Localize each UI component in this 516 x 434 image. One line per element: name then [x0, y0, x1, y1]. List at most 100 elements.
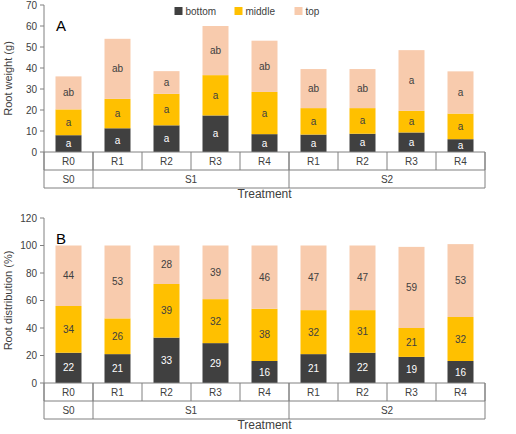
data-label: a [115, 135, 121, 146]
bar-segment [154, 246, 180, 285]
group-divider [44, 152, 45, 188]
group-label: S2 [381, 405, 394, 416]
bar-segment [301, 246, 327, 311]
group-divider [485, 383, 486, 419]
table-line [44, 170, 485, 171]
bar-segment [56, 306, 82, 353]
bar-segment [399, 111, 425, 133]
x-axis-label: Treatment [237, 187, 292, 201]
bar-segment [301, 354, 327, 383]
category-divider [436, 152, 437, 170]
data-label: a [164, 133, 170, 144]
x-tick-label: R4 [454, 156, 467, 167]
data-label: a [458, 87, 464, 98]
y-tick-label: 30 [26, 84, 38, 95]
group-label: S0 [62, 174, 75, 185]
bar-segment [301, 310, 327, 354]
group-divider [485, 152, 486, 188]
figure: 010203040506070Root weight (g)aaaaaaaaaa… [0, 0, 516, 434]
y-tick [40, 300, 44, 301]
bar-segment [252, 309, 278, 361]
data-label: 21 [308, 363, 320, 374]
y-tick [40, 5, 44, 6]
category-divider [142, 383, 143, 401]
group-label: S2 [381, 174, 394, 185]
data-label: a [213, 128, 219, 139]
y-tick-label: 20 [26, 105, 38, 116]
category-divider [338, 152, 339, 170]
table-line [44, 401, 485, 402]
data-label: a [66, 117, 72, 128]
x-tick-label: R1 [307, 156, 320, 167]
category-divider [436, 383, 437, 401]
legend-swatch [175, 7, 183, 15]
bar-segment [56, 76, 82, 109]
y-tick-label: 40 [26, 323, 38, 334]
data-label: 22 [63, 362, 75, 373]
x-tick-label: R3 [209, 156, 222, 167]
bar-segment [154, 284, 180, 338]
data-label: ab [357, 83, 369, 94]
legend-swatch [295, 7, 303, 15]
data-label: 46 [259, 272, 271, 283]
data-label: a [115, 108, 121, 119]
data-label: 26 [112, 331, 124, 342]
data-label: 34 [63, 324, 75, 335]
y-tick [40, 152, 44, 153]
group-label: S1 [185, 405, 198, 416]
data-label: a [360, 137, 366, 148]
data-label: ab [63, 87, 75, 98]
bar-segment [252, 246, 278, 309]
bar-segment [301, 135, 327, 152]
y-tick-label: 20 [26, 350, 38, 361]
data-label: 44 [63, 270, 75, 281]
category-divider [191, 383, 192, 401]
data-label: 16 [455, 367, 467, 378]
bar-segment [105, 318, 131, 354]
x-tick-label: R0 [62, 387, 75, 398]
y-tick [40, 328, 44, 329]
bar-segment [252, 92, 278, 134]
data-label: 32 [455, 334, 467, 345]
x-tick-label: R2 [160, 156, 173, 167]
data-label: a [213, 90, 219, 101]
x-tick-label: R2 [356, 387, 369, 398]
y-tick-label: 0 [31, 378, 37, 389]
x-axis [44, 152, 485, 153]
x-tick-label: R3 [405, 387, 418, 398]
data-label: 21 [112, 363, 124, 374]
panel: 020406080100120Root distribution (%)2221… [2, 213, 485, 433]
data-label: a [164, 77, 170, 88]
data-label: 39 [161, 305, 173, 316]
bar-segment [399, 357, 425, 383]
x-tick-label: R4 [258, 387, 271, 398]
data-label: ab [259, 61, 271, 72]
bar-segment [350, 310, 376, 353]
bar-segment [448, 361, 474, 383]
data-label: 47 [357, 272, 369, 283]
y-tick [40, 245, 44, 246]
bar-segment [105, 99, 131, 128]
bar-segment [350, 246, 376, 311]
bar-segment [301, 108, 327, 134]
data-label: 28 [161, 259, 173, 270]
group-divider [93, 383, 94, 419]
y-tick [40, 110, 44, 111]
y-tick-label: 120 [20, 213, 37, 224]
bar-segment [448, 244, 474, 317]
data-label: 38 [259, 329, 271, 340]
data-label: 22 [357, 362, 369, 373]
bar-segment [203, 343, 229, 383]
panel: 010203040506070Root weight (g)aaaaaaaaaa… [2, 0, 485, 201]
bar-segment [56, 135, 82, 152]
data-label: 59 [406, 282, 418, 293]
y-axis-label: Root weight (g) [2, 41, 14, 116]
x-tick-label: R0 [62, 156, 75, 167]
bar-segment [203, 26, 229, 75]
bar-segment [448, 114, 474, 140]
data-label: 32 [210, 316, 222, 327]
bar-segment [252, 134, 278, 152]
bar-segment [203, 299, 229, 343]
bar-segment [350, 69, 376, 108]
x-tick-label: R1 [307, 387, 320, 398]
